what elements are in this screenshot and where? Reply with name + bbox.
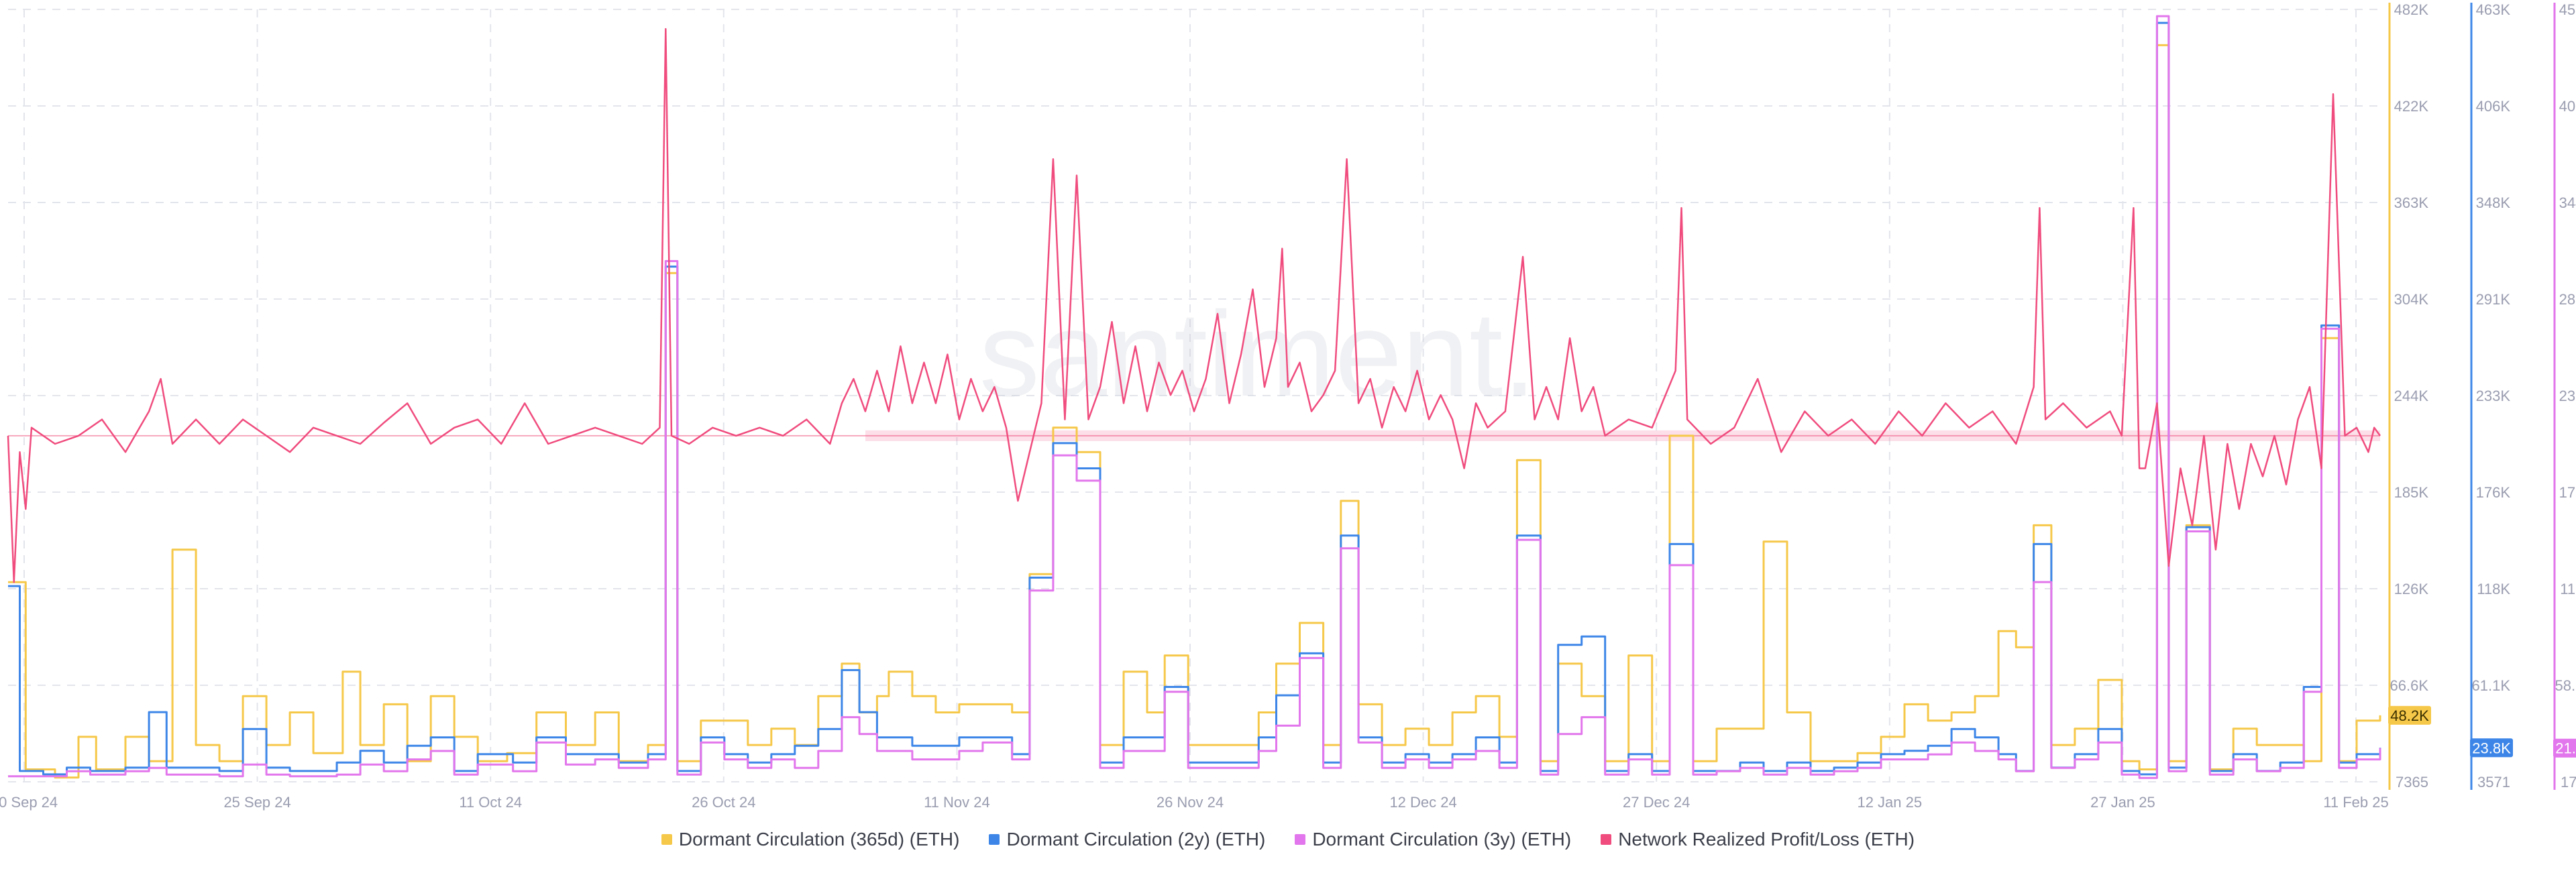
axis-tick-label-y3: 459K [2559,1,2576,18]
axis-tick-label-y2: 291K [2476,291,2511,308]
watermark: santiment. [979,287,1536,422]
axis-tick-label-y1: 185K [2394,484,2429,501]
axis-tick-label-y3: 116K [2560,581,2576,597]
axis-tick-label-y3: 230K [2559,388,2576,404]
legend-swatch [1295,834,1305,845]
x-tick-label: 26 Nov 24 [1157,794,1224,811]
axis-tick-label-y2: 61.1K [2472,677,2511,694]
axis-tick-label-y2: 118K [2477,581,2510,597]
current-value-badges: 48.2K 23.8K 21.7K [2388,706,2576,758]
axis-tick-label-y3: 58.9K [2555,677,2576,694]
x-tick-label: 27 Dec 24 [1623,794,1690,811]
axis-tick-label-y2: 406K [2476,98,2511,115]
x-tick-label: 11 Nov 24 [924,794,990,811]
x-tick-label: 10 Sep 24 [0,794,58,811]
badge-label: 23.8K [2472,740,2511,756]
legend-swatch [661,834,672,845]
badge-label: 21.7K [2555,740,2576,757]
x-tick-label: 27 Jan 25 [2090,794,2155,811]
legend-swatch [1601,834,1611,845]
x-tick-label: 11 Feb 25 [2323,794,2388,811]
axis-tick-label-y3: 287K [2559,291,2576,308]
axis-tick-label-y1: 304K [2394,291,2429,308]
legend-label: Network Realized Profit/Loss (ETH) [1618,829,1915,850]
axis-tick-label-y1: 7365 [2396,774,2428,791]
legend: Dormant Circulation (365d) (ETH) Dormant … [0,829,2576,850]
current-value-badge-y1: 48.2K [2388,706,2431,725]
axis-tick-label-y3: 401K [2559,98,2576,115]
axis-tick-label-y1: 422K [2394,98,2429,115]
legend-item-3[interactable]: Network Realized Profit/Loss (ETH) [1601,829,1915,850]
legend-swatch [989,834,1000,845]
axis-tick-label-y3: 173K [2559,484,2576,501]
axis-tick-label-y2: 3571 [2477,774,2510,791]
x-tick-label: 12 Dec 24 [1389,794,1456,811]
x-tick-label: 11 Oct 24 [459,794,522,811]
axis-tick-label-y2: 348K [2476,194,2511,211]
legend-label: Dormant Circulation (2y) (ETH) [1006,829,1265,850]
axis-tick-label-y1: 244K [2394,388,2429,404]
profit-loss-baseline [8,430,2380,441]
x-tick-label: 25 Sep 24 [223,794,290,811]
legend-item-1[interactable]: Dormant Circulation (2y) (ETH) [989,829,1265,850]
legend-label: Dormant Circulation (365d) (ETH) [679,829,960,850]
legend-label: Dormant Circulation (3y) (ETH) [1312,829,1571,850]
axis-tick-label-y2: 176K [2476,484,2511,501]
legend-item-2[interactable]: Dormant Circulation (3y) (ETH) [1295,829,1571,850]
axis-tick-label-y1: 482K [2394,1,2429,18]
axis-tick-label-y1: 126K [2394,581,2429,597]
axis-tick-label-y1: 363K [2394,194,2429,211]
badge-label: 48.2K [2390,707,2429,724]
axis-tick-label-y3: 344K [2559,194,2576,211]
current-value-badge-y3: 21.7K [2553,739,2576,758]
axis-tick-label-y3: 1747 [2561,774,2576,791]
x-tick-label: 26 Oct 24 [692,794,755,811]
x-tick-label: 12 Jan 25 [1857,794,1922,811]
axis-tick-label-y2: 463K [2476,1,2511,18]
legend-item-0[interactable]: Dormant Circulation (365d) (ETH) [661,829,960,850]
axis-tick-label-y1: 66.6K [2390,677,2429,694]
current-value-badge-y2: 23.8K [2470,738,2513,757]
axis-tick-label-y2: 233K [2476,388,2511,404]
